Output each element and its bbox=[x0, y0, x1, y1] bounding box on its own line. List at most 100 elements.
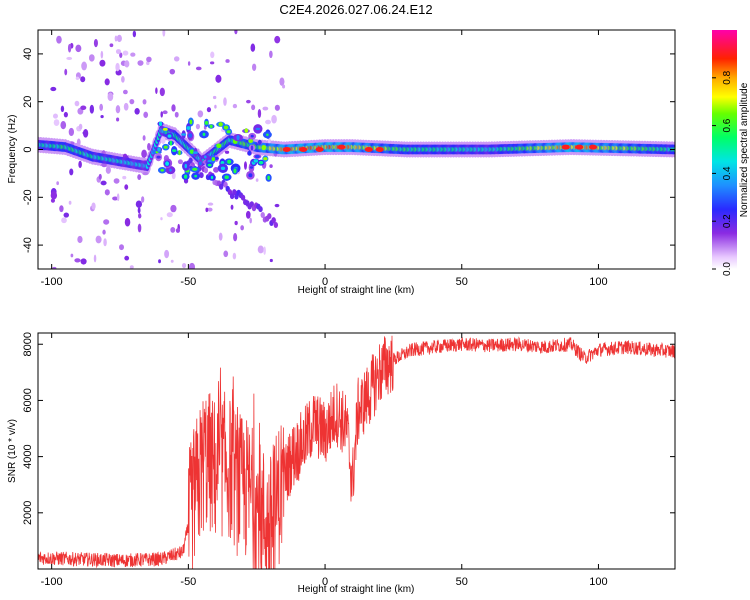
heatmap-blob bbox=[202, 132, 206, 137]
heatmap-speckle bbox=[177, 159, 183, 165]
y-tick-label: 8000 bbox=[22, 332, 34, 356]
heatmap-speckle bbox=[255, 178, 259, 182]
colorbar-tick-label: 0.2 bbox=[722, 214, 733, 228]
heatmap-speckle bbox=[66, 56, 73, 61]
heatmap-blob bbox=[165, 161, 170, 166]
heatmap-speckle bbox=[115, 105, 121, 114]
heatmap-speckle bbox=[129, 265, 134, 269]
heatmap-speckle bbox=[116, 117, 120, 122]
heatmap-speckle bbox=[240, 225, 244, 231]
heatmap-speckle bbox=[142, 99, 147, 105]
heatmap-speckle bbox=[64, 68, 68, 76]
heatmap-trail bbox=[267, 213, 272, 220]
heatmap-speckle bbox=[137, 60, 144, 66]
heatmap-blob bbox=[158, 121, 163, 127]
heatmap-speckle bbox=[100, 114, 104, 119]
colorbar-ticks: 0.0 0.2 0.4 0.6 0.8 bbox=[712, 70, 733, 276]
x-tick-label: -100 bbox=[41, 276, 63, 288]
heatmap-speckle bbox=[170, 227, 176, 233]
heatmap-trail bbox=[199, 172, 204, 179]
heatmap-blob bbox=[189, 119, 193, 125]
snr-x-label: Height of straight line (km) bbox=[298, 584, 415, 595]
heatmap-blob bbox=[254, 154, 260, 159]
heatmap-blob bbox=[247, 150, 252, 156]
heatmap-blob bbox=[263, 157, 268, 161]
y-tick-label: 40 bbox=[22, 48, 34, 60]
heatmap-speckle bbox=[100, 180, 107, 186]
heatmap-blob bbox=[220, 166, 226, 170]
heatmap-blob bbox=[267, 175, 270, 180]
heatmap-blob bbox=[224, 175, 229, 179]
heatmap-speckle bbox=[282, 84, 286, 89]
heatmap-speckle bbox=[100, 50, 104, 59]
heatmap-speckle bbox=[175, 228, 181, 233]
heatmap-speckle bbox=[265, 119, 272, 125]
snr-frame bbox=[37, 332, 676, 570]
heatmap-speckle bbox=[93, 38, 98, 48]
heatmap-blob bbox=[249, 166, 254, 169]
heatmap-speckle bbox=[59, 205, 64, 213]
heatmap-speckle bbox=[107, 92, 114, 102]
heatmap-blob bbox=[192, 167, 198, 171]
colorbar-tick-label: 0.6 bbox=[722, 118, 733, 132]
heatmap-blob bbox=[216, 143, 222, 149]
heatmap-speckle bbox=[112, 196, 119, 201]
heatmap-hotspot bbox=[561, 144, 570, 150]
heatmap-blob bbox=[266, 133, 269, 136]
spectrogram-y-label: Frequency (Hz) bbox=[7, 115, 18, 184]
heatmap-blob bbox=[169, 140, 173, 146]
heatmap-speckle bbox=[137, 223, 142, 233]
heatmap-speckle bbox=[80, 76, 86, 83]
heatmap-speckle bbox=[162, 110, 168, 115]
snr-series-line bbox=[38, 335, 675, 569]
heatmap-speckle bbox=[124, 60, 130, 68]
heatmap-trail bbox=[203, 167, 209, 174]
heatmap-trail bbox=[271, 217, 276, 224]
heatmap-speckle bbox=[63, 212, 70, 218]
heatmap-speckle bbox=[223, 250, 229, 258]
heatmap-speckle bbox=[234, 30, 238, 35]
y-tick-label: -20 bbox=[22, 189, 34, 205]
heatmap-speckle bbox=[274, 35, 281, 44]
heatmap-speckle bbox=[78, 123, 83, 130]
heatmap-speckle bbox=[89, 104, 95, 114]
x-tick-label: -50 bbox=[180, 276, 196, 288]
heatmap-blob bbox=[248, 138, 253, 144]
heatmap-speckle bbox=[82, 131, 88, 135]
heatmap-speckle bbox=[104, 78, 110, 86]
heatmap-speckle bbox=[121, 76, 125, 83]
heatmap-speckle bbox=[225, 59, 230, 63]
y-tick-label: -40 bbox=[22, 237, 34, 253]
heatmap-speckle bbox=[279, 77, 285, 86]
heatmap-speckle bbox=[249, 217, 252, 224]
heatmap-hotspot bbox=[282, 147, 291, 152]
heatmap-trail bbox=[258, 206, 263, 213]
figure-title: C2E4.2026.027.06.24.E12 bbox=[279, 2, 432, 17]
colorbar-gradient bbox=[712, 30, 737, 269]
heatmap-blob bbox=[167, 134, 172, 138]
heatmap-speckle bbox=[88, 54, 95, 62]
heatmap-speckle bbox=[68, 127, 75, 137]
heatmap-blob bbox=[184, 163, 188, 169]
heatmap-blob bbox=[233, 168, 237, 174]
heatmap-speckle bbox=[109, 43, 114, 48]
heatmap-speckle bbox=[213, 167, 219, 173]
heatmap-speckle bbox=[267, 137, 271, 144]
heatmap-speckle bbox=[115, 62, 120, 72]
heatmap-trail bbox=[188, 157, 193, 164]
heatmap-speckle bbox=[274, 203, 280, 208]
heatmap-blob bbox=[257, 139, 262, 145]
heatmap-speckle bbox=[68, 200, 72, 205]
heatmap-speckle bbox=[205, 207, 209, 213]
heatmap-speckle bbox=[218, 232, 223, 241]
heatmap-hotspot bbox=[575, 144, 584, 150]
heatmap-speckle bbox=[105, 166, 111, 174]
heatmap-speckle bbox=[76, 138, 81, 147]
heatmap-blob bbox=[162, 127, 168, 131]
heatmap-blob bbox=[255, 127, 261, 131]
heatmap-speckle bbox=[137, 174, 142, 180]
colorbar: 0.0 0.2 0.4 0.6 0.8 Normalized spectral ampl… bbox=[712, 30, 750, 276]
heatmap-speckle bbox=[115, 49, 122, 55]
heatmap-speckle bbox=[124, 184, 129, 190]
